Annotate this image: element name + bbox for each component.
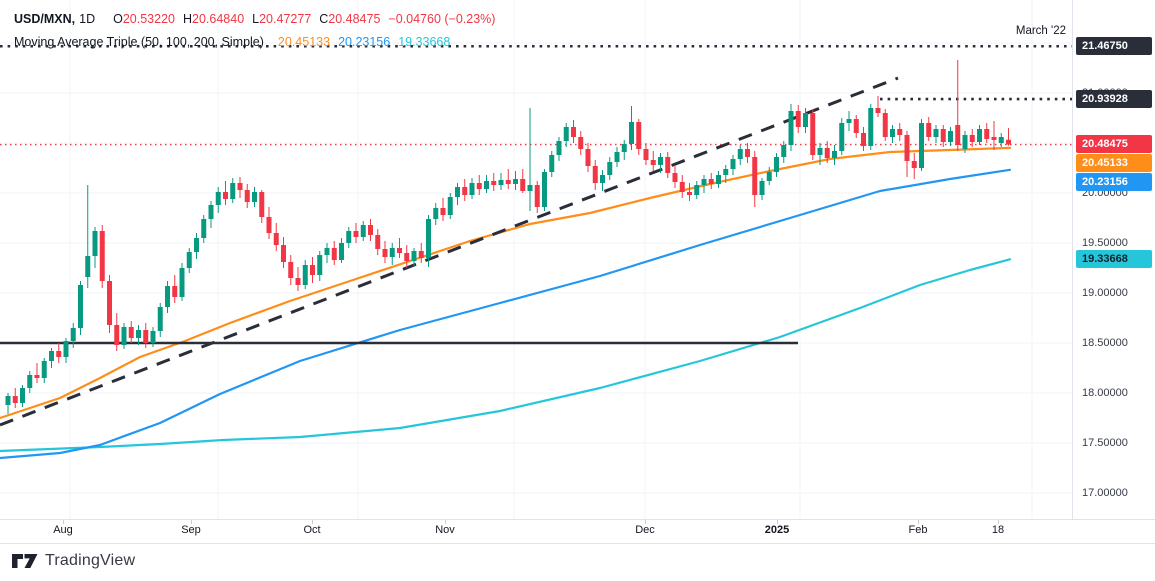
ohlc-value-O: 20.53220 (122, 12, 175, 26)
ohlc-value-C: 20.48475 (328, 12, 381, 26)
time-tickmark (191, 520, 192, 524)
price-axis[interactable]: 21.0000020.5000020.0000019.5000019.00000… (1072, 0, 1155, 519)
ma-legend-value-2: 20.23156 (338, 35, 391, 49)
ma-line-50[interactable] (0, 146, 1012, 420)
gridlines (0, 0, 1072, 519)
ohlc-key-H: H (182, 12, 193, 26)
ma-legend-value-3: 19.33668 (398, 35, 451, 49)
time-tickmark (645, 520, 646, 524)
ma-legend-value-1: 20.45133 (277, 35, 331, 49)
time-label-Nov: Nov (435, 524, 455, 536)
time-label-Oct: Oct (303, 524, 321, 536)
price-badge-20.93928: 20.93928 (1076, 90, 1152, 108)
symbol-legend-row[interactable]: USD/MXN, 1D O20.53220 H20.64840 L20.47277 C20… (14, 12, 495, 26)
ohlc-key-O: O (113, 12, 123, 26)
time-tickmark (998, 520, 999, 524)
ohlc-value-H: 20.64840 (192, 12, 245, 26)
ohlc-values: O20.53220 H20.64840 L20.47277 C20.48475 (105, 12, 380, 26)
timeframe-label[interactable]: 1D (79, 12, 96, 26)
ohlc-value-L: 20.47277 (259, 12, 312, 26)
candles-layer[interactable] (5, 60, 1012, 414)
tradingview-logo-text: TradingView (45, 552, 136, 569)
time-axis[interactable]: Aug Sep Oct Nov Dec 2025 Feb 18 (0, 519, 1155, 544)
ohlc-key-L: L (252, 12, 260, 26)
time-label-18: 18 (991, 524, 1005, 536)
symbol-name[interactable]: USD/MXN, (14, 12, 76, 26)
moving-average-lines (0, 146, 1012, 460)
indicator-name[interactable]: Moving Average Triple (50, 100, 200, Sim… (14, 35, 264, 49)
time-label-Feb: Feb (908, 524, 928, 536)
price-badge-21.46750: 21.46750 (1076, 37, 1152, 55)
time-label-Dec: Dec (635, 524, 655, 536)
trendline[interactable] (0, 76, 899, 427)
price-tick-18.00000: 18.00000 (1082, 387, 1128, 399)
price-tick-17.50000: 17.50000 (1082, 437, 1128, 449)
time-tickmark (445, 520, 446, 524)
change-value: −0.04760 (−0.23%) (388, 12, 496, 26)
price-tick-18.50000: 18.50000 (1082, 337, 1128, 349)
indicator-legend-row[interactable]: Moving Average Triple (50, 100, 200, Sim… (14, 35, 450, 49)
candlestick-chart-canvas[interactable] (0, 0, 1072, 519)
price-badge-19.33668: 19.33668 (1076, 250, 1152, 268)
time-tickmark (918, 520, 919, 524)
price-badge-20.48475: 20.48475 (1076, 135, 1152, 153)
time-tickmark (777, 520, 778, 524)
time-tickmark (312, 520, 313, 524)
trendline-date-label: March '22 (1015, 25, 1066, 37)
ohlc-key-C: C (319, 12, 329, 26)
tradingview-logo-icon (12, 554, 38, 568)
time-label-Aug: Aug (53, 524, 73, 536)
price-tick-19.50000: 19.50000 (1082, 237, 1128, 249)
time-label-Sep: Sep (181, 524, 201, 536)
price-badge-20.23156: 20.23156 (1076, 173, 1152, 191)
chart-plot-area[interactable] (0, 0, 1072, 519)
price-tick-17.00000: 17.00000 (1082, 487, 1128, 499)
indicator-values: 20.45133 20.23156 19.33668 (270, 35, 450, 49)
price-tick-19.00000: 19.00000 (1082, 287, 1128, 299)
time-label-2025: 2025 (764, 524, 790, 536)
price-badge-20.45133: 20.45133 (1076, 154, 1152, 172)
drawings-layer[interactable] (0, 44, 1072, 427)
ma-line-200[interactable] (0, 258, 1012, 453)
tradingview-logo[interactable]: TradingView (12, 549, 135, 573)
ma-line-100[interactable] (0, 168, 1012, 460)
time-tickmark (63, 520, 64, 524)
